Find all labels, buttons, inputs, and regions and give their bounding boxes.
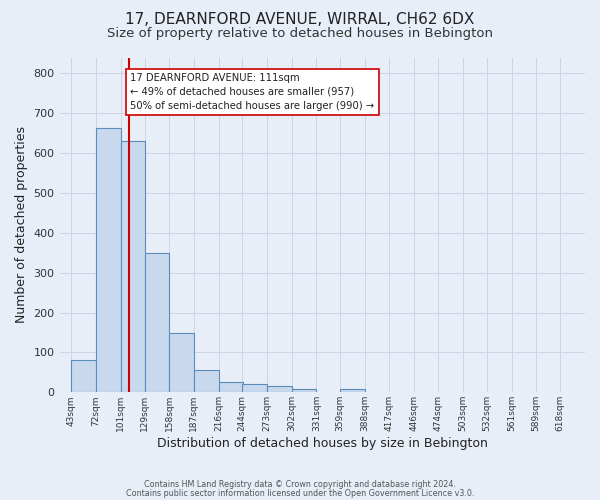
Bar	[169, 334, 194, 392]
Text: Size of property relative to detached houses in Bebington: Size of property relative to detached ho…	[107, 28, 493, 40]
Text: 17 DEARNFORD AVENUE: 111sqm
← 49% of detached houses are smaller (957)
50% of se: 17 DEARNFORD AVENUE: 111sqm ← 49% of det…	[130, 72, 374, 110]
Bar	[96, 128, 121, 392]
Text: 17, DEARNFORD AVENUE, WIRRAL, CH62 6DX: 17, DEARNFORD AVENUE, WIRRAL, CH62 6DX	[125, 12, 475, 28]
Bar	[292, 389, 316, 392]
Y-axis label: Number of detached properties: Number of detached properties	[15, 126, 28, 324]
Bar	[218, 382, 243, 392]
Text: Contains HM Land Registry data © Crown copyright and database right 2024.: Contains HM Land Registry data © Crown c…	[144, 480, 456, 489]
Bar	[145, 253, 169, 392]
Bar	[242, 384, 267, 392]
Bar	[121, 141, 145, 393]
X-axis label: Distribution of detached houses by size in Bebington: Distribution of detached houses by size …	[157, 437, 488, 450]
Bar	[267, 386, 292, 392]
Bar	[71, 360, 96, 392]
Bar	[194, 370, 218, 392]
Text: Contains public sector information licensed under the Open Government Licence v3: Contains public sector information licen…	[126, 488, 474, 498]
Bar	[340, 389, 365, 392]
